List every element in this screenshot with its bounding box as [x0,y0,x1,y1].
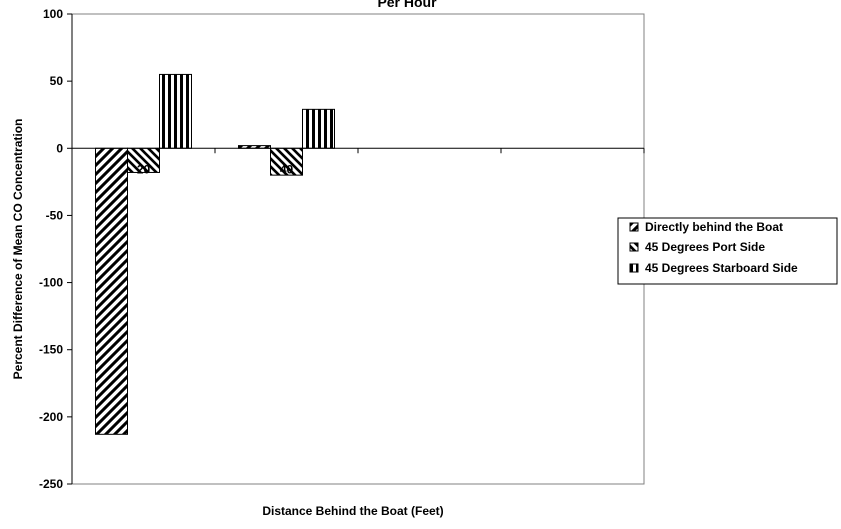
legend-swatch-1 [629,242,639,252]
legend-label-0: Directly behind the Boat [645,220,783,234]
zero-axis [71,147,645,154]
y-tick-label: -100 [39,276,63,290]
y-axis-label: Percent Difference of Mean CO Concentrat… [11,119,25,380]
legend-label-1: 45 Degrees Port Side [645,240,765,254]
x-axis-label: Distance Behind the Boat (Feet) [262,504,443,518]
legend-swatch-0 [629,222,639,232]
y-axis: 100 50 0 -50 -100 -150 -200 -250 [39,7,73,491]
plot-area [71,13,645,485]
x-tick-label: 40 [280,162,294,176]
bar-diag-up-20 [95,147,128,435]
y-tick-label: -250 [39,477,63,491]
bar-vertical-40 [302,108,335,149]
y-tick-label: 100 [43,7,63,21]
category-labels: 20 40 [137,162,294,176]
bar-diag-down-40 [270,147,303,176]
legend-label-2: 45 Degrees Starboard Side [645,261,798,275]
y-tick-label: -50 [46,208,64,222]
y-tick-label: 50 [50,74,64,88]
x-tick-label: 20 [137,162,151,176]
y-tick-label: -150 [39,343,63,357]
bar-vertical-20 [159,73,192,149]
chart-title: Per Hour [377,0,437,10]
legend-box [617,217,838,285]
legend-swatch-2 [629,263,639,273]
y-tick-label: 0 [56,141,63,155]
bar-diag-down-20 [127,147,160,173]
bars [95,73,335,435]
y-tick-label: -200 [39,410,63,424]
legend: Directly behind the Boat 45 Degrees Port… [617,217,838,285]
